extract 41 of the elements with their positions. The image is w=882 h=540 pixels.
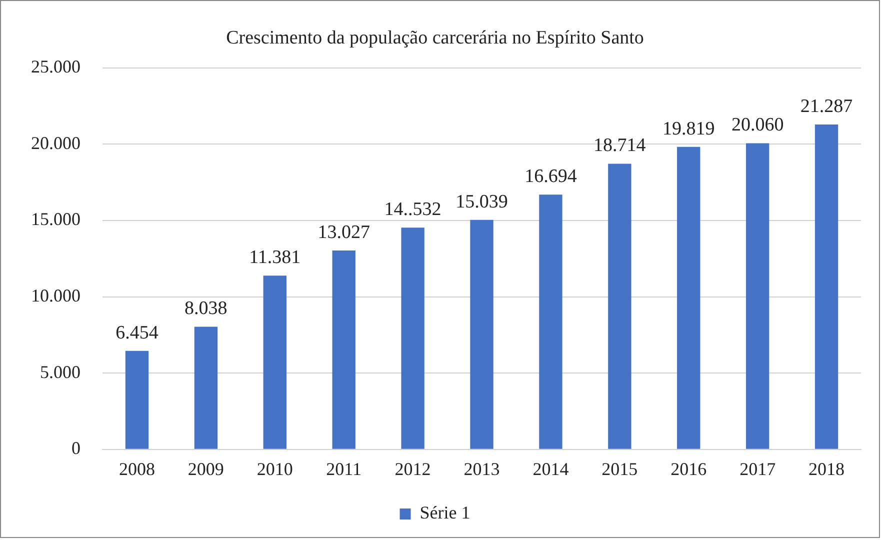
- y-tick-label: 10.000: [31, 285, 80, 306]
- bar: [539, 194, 562, 449]
- chart-title: Crescimento da população carcerária no Espírito Santo: [226, 27, 644, 48]
- legend-label: Série 1: [420, 502, 470, 523]
- data-label: 13.027: [318, 222, 370, 244]
- bar: [608, 164, 632, 449]
- data-label: 19.819: [662, 118, 715, 140]
- data-label: 21.287: [800, 96, 853, 117]
- bar: [401, 228, 424, 449]
- y-tick-label: 25.000: [31, 56, 80, 77]
- y-tick-label: 15.000: [31, 209, 80, 230]
- y-tick-label: 20.000: [31, 132, 80, 153]
- bar: [677, 146, 700, 449]
- data-label: 20.060: [731, 114, 784, 136]
- data-label: 16.694: [524, 166, 578, 188]
- bar: [746, 143, 770, 449]
- data-label: 14..532: [384, 199, 442, 220]
- bar: [814, 124, 838, 449]
- bar: [194, 326, 218, 449]
- data-label: 11.381: [249, 247, 301, 268]
- data-label: 15.039: [456, 191, 508, 212]
- x-tick-label: 2012: [394, 458, 431, 479]
- data-label: 18.714: [594, 135, 646, 156]
- x-tick-label: 2015: [602, 458, 638, 479]
- data-label: 6.454: [116, 322, 159, 344]
- bar: [125, 350, 149, 449]
- x-tick-label: 2011: [326, 458, 362, 479]
- x-tick-label: 2009: [188, 458, 224, 479]
- x-tick-label: 2016: [670, 458, 707, 479]
- y-tick-label: 5.000: [40, 362, 80, 382]
- data-label: 8.038: [184, 298, 228, 320]
- x-tick-label: 2008: [118, 458, 155, 479]
- bar: [332, 250, 356, 449]
- x-tick-label: 2014: [532, 458, 569, 479]
- x-tick-label: 2010: [256, 458, 293, 479]
- x-tick-label: 2017: [740, 458, 776, 479]
- x-tick-label: 2013: [464, 458, 500, 479]
- y-tick-label: 0: [72, 438, 80, 458]
- bar: [470, 220, 494, 449]
- x-tick-label: 2018: [808, 458, 845, 479]
- bar: [263, 276, 286, 449]
